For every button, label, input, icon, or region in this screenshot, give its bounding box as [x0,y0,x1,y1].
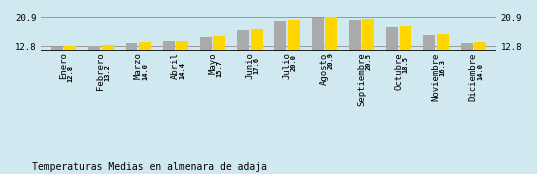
Bar [64,46,76,93]
Bar [163,41,175,93]
Text: 20.9: 20.9 [328,52,334,69]
Bar [437,34,449,93]
Bar [311,18,324,93]
Bar [251,29,263,93]
Bar [325,17,337,93]
Text: 13.2: 13.2 [105,64,111,81]
Bar [274,21,286,93]
Bar [362,19,374,93]
Text: 14.0: 14.0 [142,63,148,80]
Text: 20.5: 20.5 [365,53,371,70]
Text: 18.5: 18.5 [403,56,409,73]
Bar [200,37,212,93]
Bar [213,36,226,93]
Bar [461,43,473,93]
Text: 12.8: 12.8 [68,65,74,82]
Bar [349,19,361,93]
Bar [288,20,300,93]
Bar [51,47,63,93]
Bar [423,35,436,93]
Text: 15.7: 15.7 [216,60,222,77]
Bar [474,42,486,93]
Text: 17.6: 17.6 [253,57,259,74]
Bar [101,45,114,93]
Bar [88,46,100,93]
Bar [139,42,151,93]
Bar [386,27,398,93]
Bar [176,41,188,93]
Text: 14.4: 14.4 [179,62,185,79]
Bar [400,26,411,93]
Bar [237,30,249,93]
Bar [126,43,137,93]
Text: Temperaturas Medias en almenara de adaja: Temperaturas Medias en almenara de adaja [32,162,267,172]
Text: 14.0: 14.0 [477,63,483,80]
Text: 20.0: 20.0 [291,54,297,71]
Text: 16.3: 16.3 [440,59,446,76]
